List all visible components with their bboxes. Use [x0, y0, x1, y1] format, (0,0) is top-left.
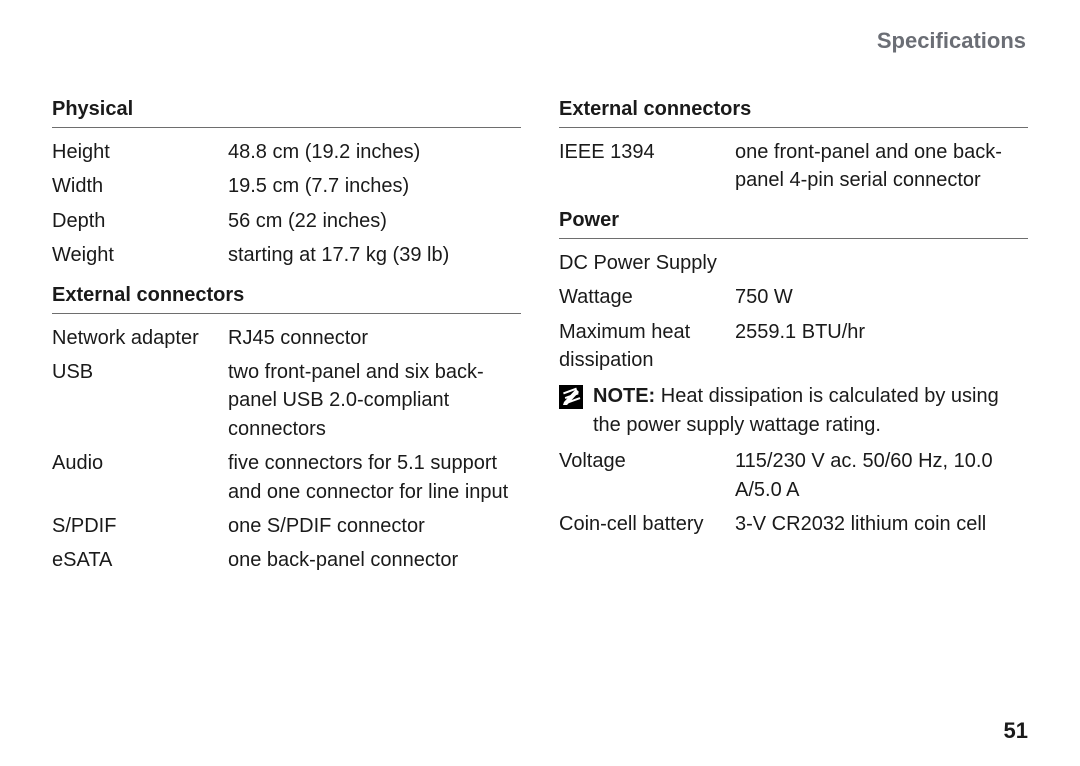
spec-full: DC Power Supply: [559, 249, 1028, 277]
spec-label: IEEE 1394: [559, 138, 735, 195]
spec-value: one back-panel connector: [228, 546, 521, 574]
spec-label: Weight: [52, 241, 228, 269]
spec-label: USB: [52, 358, 228, 443]
right-column: External connectors IEEE 1394 one front-…: [559, 98, 1028, 581]
spec-label: S/PDIF: [52, 512, 228, 540]
spec-value: 3-V CR2032 lithium coin cell: [735, 510, 1028, 538]
spec-label: Maximum heat dissipation: [559, 318, 735, 375]
spec-label: Audio: [52, 449, 228, 506]
spec-value: 115/230 V ac. 50/60 Hz, 10.0 A/5.0 A: [735, 447, 1028, 504]
spec-row: Coin-cell battery 3-V CR2032 lithium coi…: [559, 510, 1028, 538]
note-icon: [559, 385, 583, 409]
spec-row: S/PDIF one S/PDIF connector: [52, 512, 521, 540]
page-number: 51: [1004, 718, 1028, 744]
spec-value: 56 cm (22 inches): [228, 207, 521, 235]
spec-value: five connectors for 5.1 support and one …: [228, 449, 521, 506]
spec-label: Coin-cell battery: [559, 510, 735, 538]
section-title-physical: Physical: [52, 98, 521, 128]
spec-label: Width: [52, 172, 228, 200]
spec-value: two front-panel and six back-panel USB 2…: [228, 358, 521, 443]
spec-row: Maximum heat dissipation 2559.1 BTU/hr: [559, 318, 1028, 375]
spec-value: RJ45 connector: [228, 324, 521, 352]
spec-label: Height: [52, 138, 228, 166]
spec-label: Wattage: [559, 283, 735, 311]
spec-row: Voltage 115/230 V ac. 50/60 Hz, 10.0 A/5…: [559, 447, 1028, 504]
page: Specifications Physical Height 48.8 cm (…: [0, 0, 1080, 766]
spec-label: Depth: [52, 207, 228, 235]
page-header: Specifications: [52, 28, 1028, 54]
spec-row: eSATA one back-panel connector: [52, 546, 521, 574]
spec-label: Voltage: [559, 447, 735, 504]
spec-row: Width 19.5 cm (7.7 inches): [52, 172, 521, 200]
spec-value: 48.8 cm (19.2 inches): [228, 138, 521, 166]
spec-row: Depth 56 cm (22 inches): [52, 207, 521, 235]
columns: Physical Height 48.8 cm (19.2 inches) Wi…: [52, 98, 1028, 581]
note-label: NOTE:: [593, 385, 655, 407]
spec-value: 19.5 cm (7.7 inches): [228, 172, 521, 200]
spec-row: Height 48.8 cm (19.2 inches): [52, 138, 521, 166]
section-title-power: Power: [559, 209, 1028, 239]
left-column: Physical Height 48.8 cm (19.2 inches) Wi…: [52, 98, 521, 581]
spec-label: Network adapter: [52, 324, 228, 352]
spec-value: 2559.1 BTU/hr: [735, 318, 1028, 375]
note-block: NOTE: Heat dissipation is calculated by …: [559, 382, 1028, 439]
spec-value: starting at 17.7 kg (39 lb): [228, 241, 521, 269]
spec-row: Audio five connectors for 5.1 support an…: [52, 449, 521, 506]
section-title-external-connectors-right: External connectors: [559, 98, 1028, 128]
spec-value: one S/PDIF connector: [228, 512, 521, 540]
section-title-external-connectors-left: External connectors: [52, 284, 521, 314]
spec-value: 750 W: [735, 283, 1028, 311]
spec-row: Wattage 750 W: [559, 283, 1028, 311]
spec-value: one front-panel and one back-panel 4-pin…: [735, 138, 1028, 195]
spec-row: IEEE 1394 one front-panel and one back-p…: [559, 138, 1028, 195]
spec-row: Network adapter RJ45 connector: [52, 324, 521, 352]
spec-row: Weight starting at 17.7 kg (39 lb): [52, 241, 521, 269]
spec-label: eSATA: [52, 546, 228, 574]
spec-row: USB two front-panel and six back-panel U…: [52, 358, 521, 443]
note-text: NOTE: Heat dissipation is calculated by …: [593, 382, 1028, 439]
